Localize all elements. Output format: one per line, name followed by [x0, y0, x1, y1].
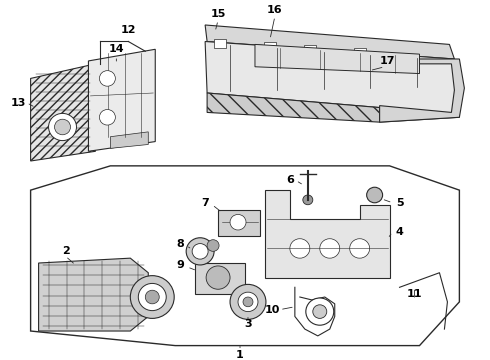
Circle shape: [130, 276, 174, 318]
Text: 2: 2: [62, 246, 70, 256]
Text: 13: 13: [11, 98, 26, 108]
Text: 6: 6: [286, 175, 294, 185]
Polygon shape: [255, 44, 419, 73]
Circle shape: [350, 239, 369, 258]
Circle shape: [99, 109, 115, 125]
Circle shape: [186, 238, 214, 265]
Text: 12: 12: [121, 25, 136, 35]
Text: 14: 14: [109, 44, 124, 54]
Circle shape: [99, 71, 115, 86]
Text: 10: 10: [264, 305, 280, 315]
Text: 5: 5: [396, 198, 403, 208]
Circle shape: [367, 187, 383, 203]
Polygon shape: [30, 166, 460, 346]
Text: 11: 11: [407, 289, 422, 299]
Circle shape: [207, 240, 219, 251]
Polygon shape: [110, 132, 148, 148]
Circle shape: [138, 283, 166, 311]
Circle shape: [54, 119, 71, 135]
Polygon shape: [380, 59, 465, 122]
Text: 16: 16: [267, 5, 283, 15]
Polygon shape: [205, 41, 460, 122]
Polygon shape: [207, 93, 380, 122]
Polygon shape: [30, 64, 96, 161]
Circle shape: [290, 239, 310, 258]
Polygon shape: [39, 258, 148, 331]
Circle shape: [145, 290, 159, 304]
Circle shape: [230, 215, 246, 230]
Text: 9: 9: [176, 260, 184, 270]
Circle shape: [313, 305, 327, 318]
Circle shape: [243, 297, 253, 307]
Circle shape: [230, 284, 266, 319]
Circle shape: [192, 244, 208, 259]
Text: 7: 7: [201, 198, 209, 208]
Text: 4: 4: [395, 227, 403, 237]
Polygon shape: [89, 49, 155, 151]
Text: 1: 1: [236, 350, 244, 360]
Circle shape: [49, 113, 76, 141]
Text: 15: 15: [210, 9, 226, 19]
Circle shape: [306, 298, 334, 325]
Text: 8: 8: [176, 239, 184, 249]
Polygon shape: [214, 39, 226, 48]
Circle shape: [320, 239, 340, 258]
Polygon shape: [264, 42, 276, 52]
Text: 17: 17: [380, 56, 395, 66]
Polygon shape: [218, 210, 260, 236]
Circle shape: [303, 195, 313, 205]
Polygon shape: [354, 49, 366, 58]
Polygon shape: [205, 25, 454, 59]
Circle shape: [206, 266, 230, 289]
Polygon shape: [195, 263, 245, 294]
Polygon shape: [265, 190, 390, 278]
Polygon shape: [304, 45, 316, 55]
Text: 3: 3: [244, 319, 252, 329]
Circle shape: [238, 292, 258, 312]
